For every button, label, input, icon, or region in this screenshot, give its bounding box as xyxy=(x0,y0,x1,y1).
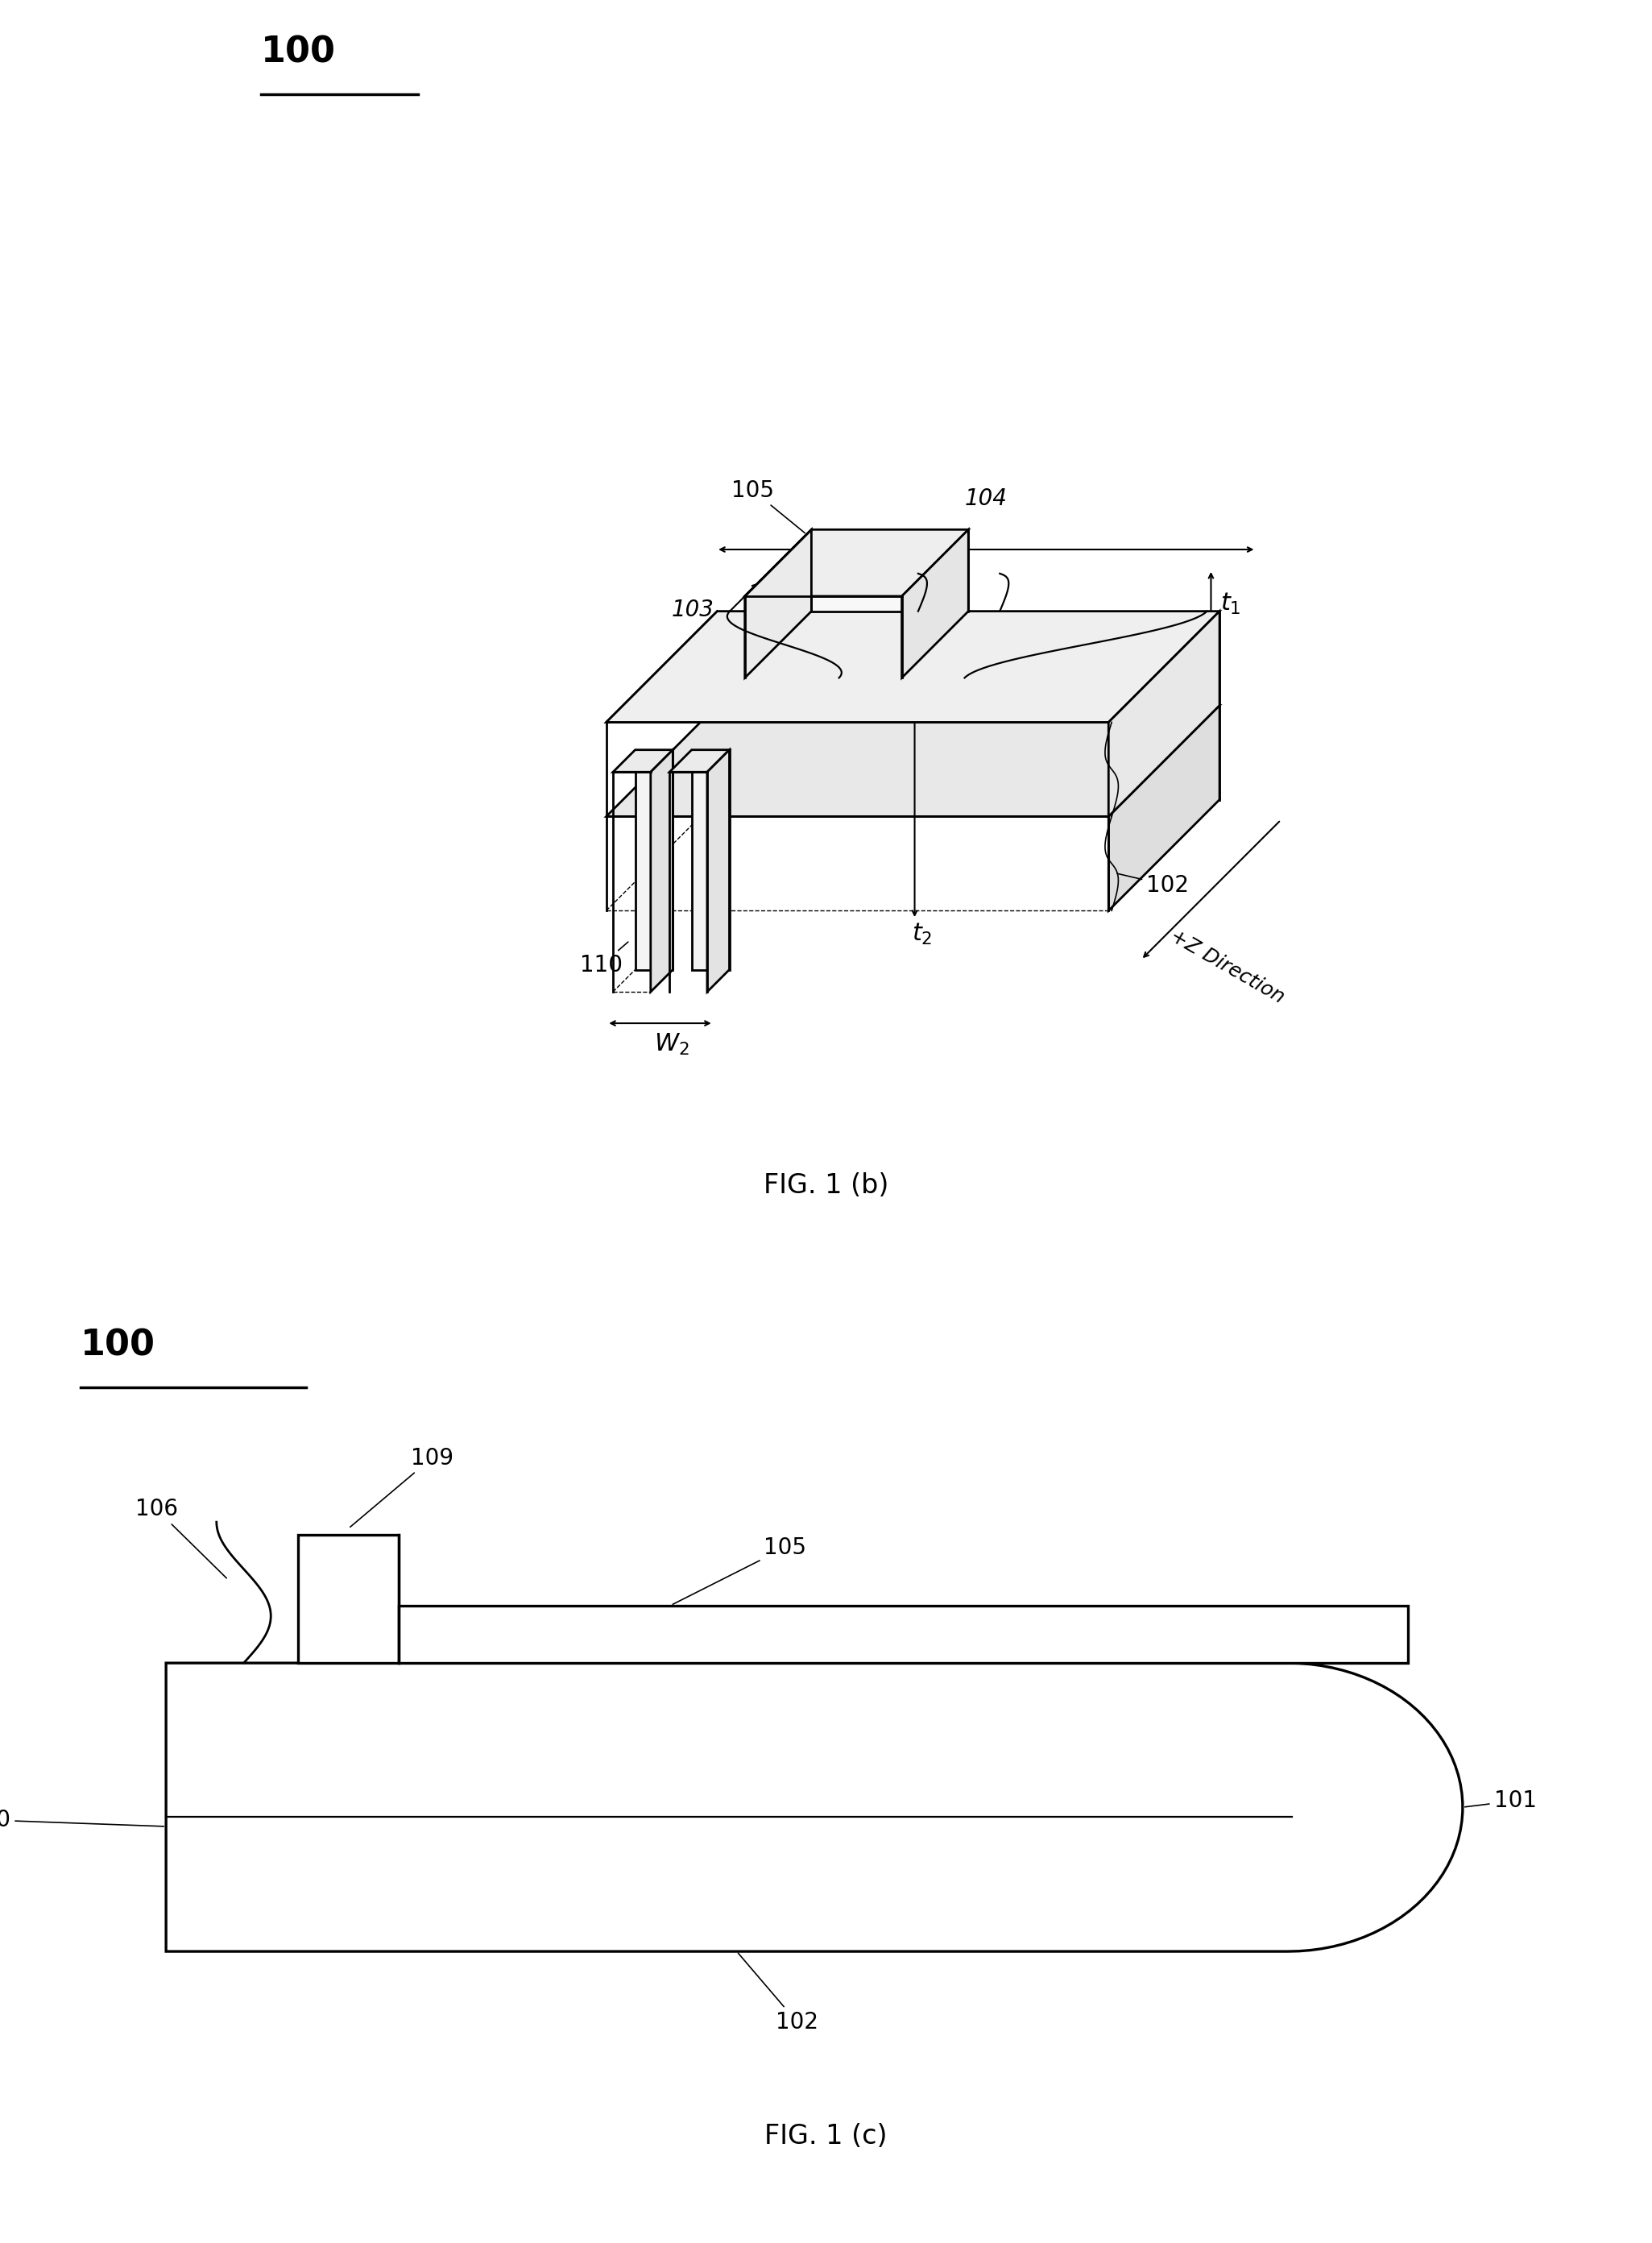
Polygon shape xyxy=(297,1534,400,1662)
Polygon shape xyxy=(634,749,672,969)
Text: 109: 109 xyxy=(350,1447,453,1527)
Text: 106: 106 xyxy=(135,1498,226,1579)
Text: $W_2$: $W_2$ xyxy=(654,1032,689,1056)
Text: 103: 103 xyxy=(672,599,714,621)
Text: 105: 105 xyxy=(732,480,805,534)
Polygon shape xyxy=(717,707,1219,801)
Text: 106: 106 xyxy=(957,653,1036,702)
Polygon shape xyxy=(707,749,729,991)
Polygon shape xyxy=(669,749,729,772)
Text: 110: 110 xyxy=(0,1808,164,1830)
Text: 104: 104 xyxy=(965,487,1008,511)
Text: 110: 110 xyxy=(580,942,628,976)
Text: 102: 102 xyxy=(1117,873,1189,897)
Polygon shape xyxy=(165,1662,1462,1951)
Polygon shape xyxy=(745,529,968,597)
Polygon shape xyxy=(400,1606,1408,1662)
Text: 100: 100 xyxy=(261,36,335,70)
Polygon shape xyxy=(606,612,1219,722)
Polygon shape xyxy=(902,529,968,677)
Polygon shape xyxy=(811,529,968,612)
Text: 101: 101 xyxy=(1465,1790,1536,1812)
Polygon shape xyxy=(1108,707,1219,911)
Text: 100: 100 xyxy=(81,1328,155,1364)
Text: FIG. 1 (c): FIG. 1 (c) xyxy=(765,2122,887,2149)
Polygon shape xyxy=(717,612,1219,707)
Text: 102: 102 xyxy=(738,1954,818,2032)
Polygon shape xyxy=(745,529,811,677)
Text: 101: 101 xyxy=(1117,673,1189,709)
Text: +Z Direction: +Z Direction xyxy=(1166,926,1287,1007)
Polygon shape xyxy=(606,707,1219,816)
Polygon shape xyxy=(1108,612,1219,816)
Text: $t_2$: $t_2$ xyxy=(912,922,932,947)
Polygon shape xyxy=(651,749,672,991)
Text: FIG. 1 (b): FIG. 1 (b) xyxy=(763,1173,889,1200)
Polygon shape xyxy=(613,749,672,772)
Polygon shape xyxy=(692,749,729,969)
Text: $t_1$: $t_1$ xyxy=(1221,592,1241,617)
Text: 105: 105 xyxy=(672,1536,806,1604)
